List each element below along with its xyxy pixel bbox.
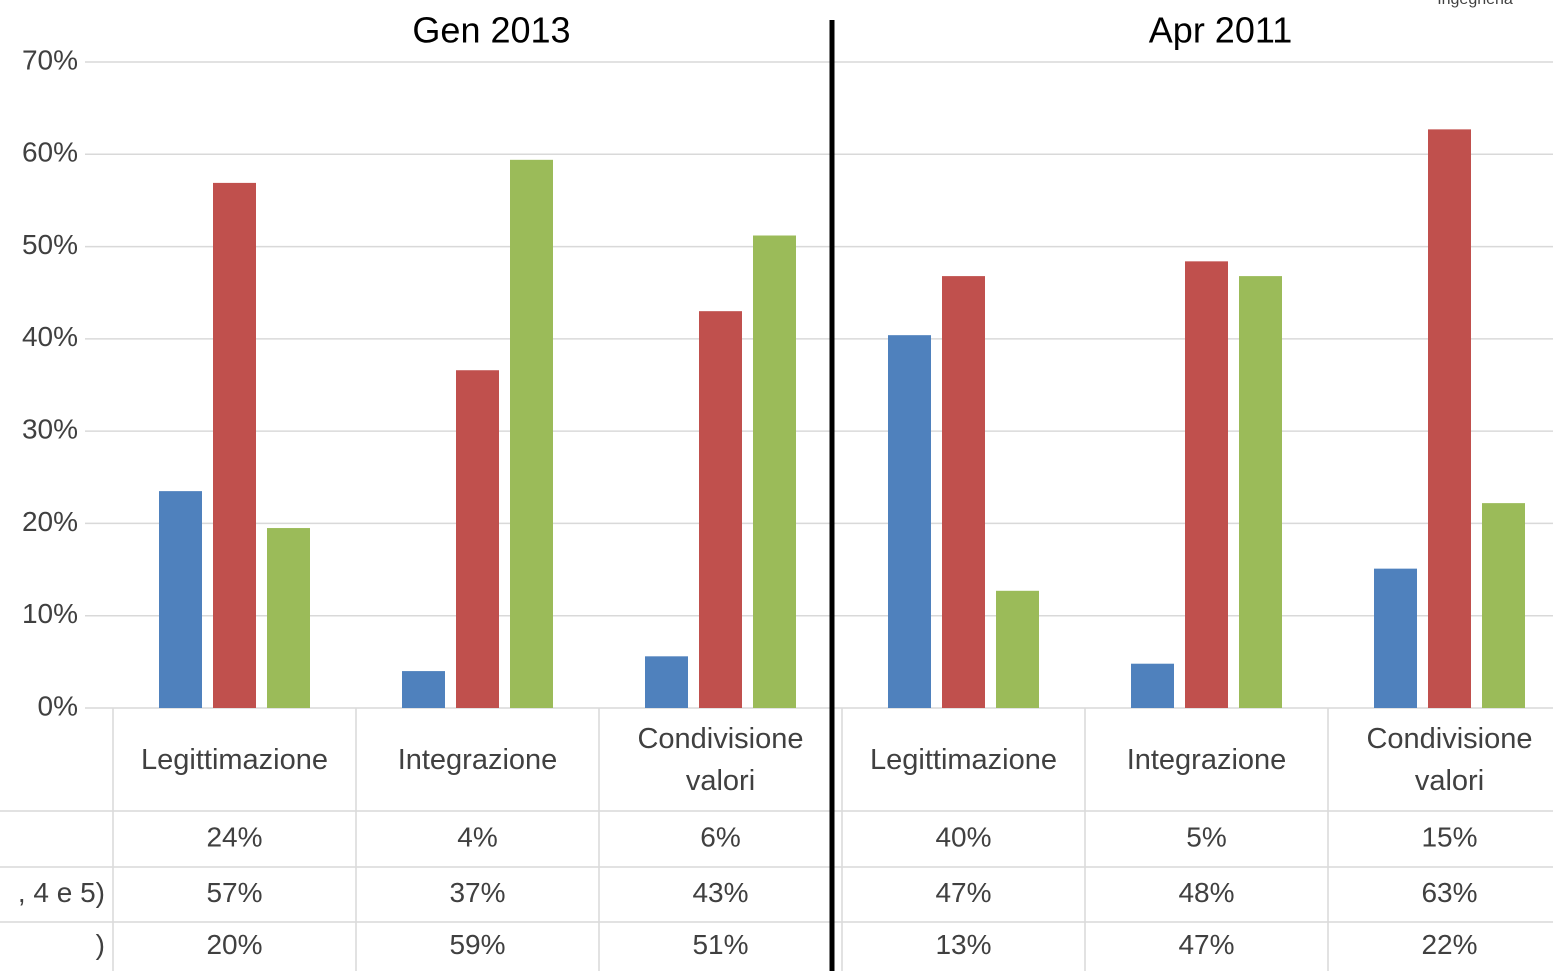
- table-value: 20%: [206, 929, 262, 960]
- y-tick-label: 20%: [22, 506, 78, 537]
- bar: [942, 276, 985, 708]
- y-tick-label: 70%: [22, 44, 78, 75]
- bar: [1482, 503, 1525, 708]
- table-value: 22%: [1421, 929, 1477, 960]
- bar: [1374, 568, 1417, 708]
- x-tick-label: Condivisione valori: [637, 722, 804, 797]
- bar: [888, 335, 931, 708]
- group-title: Gen 2013: [412, 10, 570, 51]
- bar: [159, 491, 202, 708]
- annotation: Ingegneria: [1437, 0, 1513, 8]
- table-value: 48%: [1178, 877, 1234, 908]
- bar: [1131, 663, 1174, 708]
- table-value: 5%: [1186, 821, 1226, 852]
- bar: [510, 159, 553, 708]
- table-value: 6%: [700, 821, 740, 852]
- table-value: 43%: [692, 877, 748, 908]
- table-value: 51%: [692, 929, 748, 960]
- bar: [402, 671, 445, 708]
- table-value: 4%: [457, 821, 497, 852]
- table-value: 47%: [935, 877, 991, 908]
- table-value: 57%: [206, 877, 262, 908]
- table-value: 13%: [935, 929, 991, 960]
- bar: [996, 590, 1039, 708]
- x-tick-label: Integrazione: [397, 743, 558, 776]
- group-title: Apr 2011: [1149, 10, 1292, 51]
- series-name: ): [96, 929, 105, 960]
- y-tick-label: 60%: [22, 137, 78, 168]
- x-tick-label: Condivisione valori: [1366, 722, 1533, 797]
- series-name: , 4 e 5): [18, 877, 105, 908]
- y-tick-label: 50%: [22, 229, 78, 260]
- bar: [753, 235, 796, 709]
- bar: [645, 656, 688, 708]
- table-value: 37%: [449, 877, 505, 908]
- bar: [699, 311, 742, 708]
- x-tick-label: Integrazione: [1126, 743, 1287, 776]
- table-value: 47%: [1178, 929, 1234, 960]
- y-tick-label: 40%: [22, 321, 78, 352]
- y-tick-label: 0%: [38, 690, 78, 721]
- y-tick-label: 10%: [22, 598, 78, 629]
- table-value: 40%: [935, 821, 991, 852]
- table-value: 24%: [206, 821, 262, 852]
- table-value: 63%: [1421, 877, 1477, 908]
- bar: [213, 182, 256, 708]
- table-value: 59%: [449, 929, 505, 960]
- table-value: 15%: [1421, 821, 1477, 852]
- x-tick-label: Legittimazione: [870, 743, 1057, 776]
- bar: [456, 370, 499, 708]
- bar: [1185, 261, 1228, 708]
- x-tick-label: Legittimazione: [141, 743, 328, 776]
- bar: [1428, 129, 1471, 708]
- bar: [267, 528, 310, 708]
- y-tick-label: 30%: [22, 414, 78, 445]
- bar: [1239, 276, 1282, 708]
